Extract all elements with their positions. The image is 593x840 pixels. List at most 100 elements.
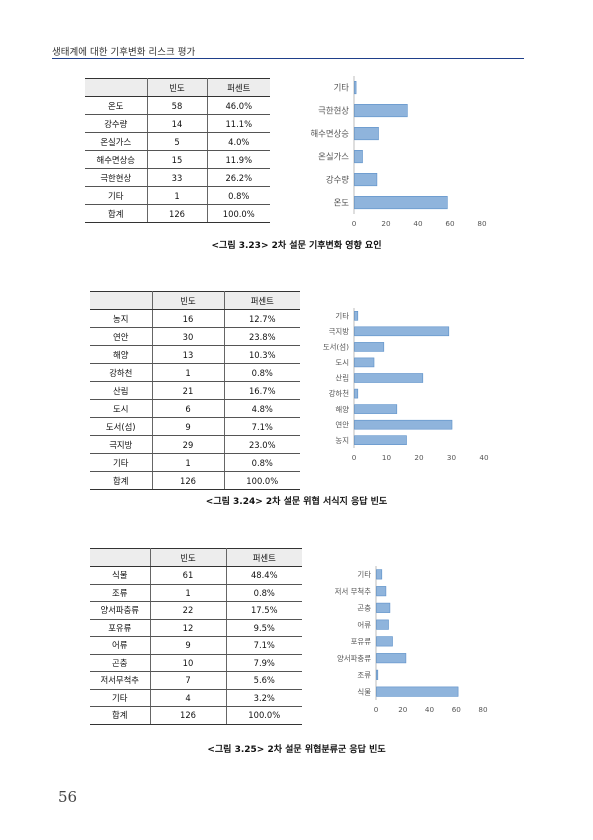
table-row: 도서(섬) 9 7.1%: [90, 417, 300, 436]
row-pct: 46.0%: [207, 96, 270, 115]
row-label: 농지: [90, 309, 153, 328]
bar: [354, 150, 363, 164]
category-label: 식물: [357, 687, 371, 696]
row-pct: 11.9%: [207, 150, 270, 169]
category-label: 온실가스: [318, 152, 349, 162]
row-pct: 9.5%: [226, 619, 302, 637]
table-header-row: 빈도 퍼센트: [90, 548, 302, 567]
table-row: 곤충 10 7.9%: [90, 654, 302, 672]
category-label: 포유류: [351, 637, 372, 646]
row-pct: 0.8%: [226, 584, 302, 602]
tick-label: 0: [374, 705, 379, 714]
bar: [376, 686, 459, 697]
table-row: 기타 1 0.8%: [90, 453, 300, 472]
row-label: 해양: [90, 345, 153, 364]
row-label: 기타: [85, 186, 148, 205]
table-row: 해수면상승 15 11.9%: [85, 150, 270, 169]
row-label: 연안: [90, 327, 153, 346]
table-threatened-habitats: 빈도 퍼센트 농지 16 12.7% 연안 30 23.8% 해양 13 10.3% 강하천 1 0.8%…: [90, 291, 300, 490]
header-freq: 빈도: [147, 78, 208, 97]
row-freq: 6: [152, 399, 225, 418]
bar: [376, 602, 391, 613]
table-row: 도시 6 4.8%: [90, 399, 300, 418]
bar: [354, 103, 408, 118]
row-freq: 21: [152, 381, 225, 400]
row-pct: 5.6%: [226, 671, 302, 690]
table-total-row: 합계 126 100.0%: [90, 471, 300, 490]
header-pct: 퍼센트: [207, 78, 270, 97]
tick-label: 30: [447, 453, 457, 462]
row-freq: 4: [150, 689, 227, 707]
row-freq: 9: [152, 417, 225, 436]
header-blank-cell: [85, 78, 148, 97]
chart-climate-factors: 온도 강수량 온실가스 해수면상승 극한현상 기타 0 20 40 60 80: [310, 76, 487, 228]
table-row: 극한현상 33 26.2%: [85, 168, 270, 187]
tick-label: 10: [382, 453, 392, 462]
row-freq: 15: [147, 150, 208, 169]
row-pct: 12.7%: [224, 309, 300, 328]
row-freq: 1: [150, 584, 227, 602]
row-freq: 126: [150, 706, 227, 725]
row-freq: 13: [152, 345, 225, 364]
row-freq: 14: [147, 114, 208, 133]
table-header-row: 빈도 퍼센트: [90, 291, 300, 310]
table-row: 저서무척추 7 5.6%: [90, 671, 302, 690]
header-blank-cell: [90, 548, 151, 567]
row-label: 기타: [90, 689, 151, 707]
tick-label: 40: [413, 219, 423, 228]
category-label: 해양: [335, 405, 349, 414]
bar: [376, 619, 389, 630]
row-freq: 12: [150, 619, 227, 637]
row-pct: 23.0%: [224, 435, 300, 454]
header-freq: 빈도: [152, 291, 225, 310]
row-pct: 10.3%: [224, 345, 300, 364]
table-row: 온실가스 5 4.0%: [85, 132, 270, 151]
row-freq: 1: [152, 363, 225, 382]
tick-label: 80: [477, 219, 487, 228]
chart-threatened-habitats: 농지 연안 해양 강하천 산림 도시 도서(섬) 극지방 기타 0 10 20 30 40: [323, 308, 489, 462]
row-label: 조류: [90, 584, 151, 602]
tick-label: 20: [398, 705, 408, 714]
table-row: 농지 16 12.7%: [90, 309, 300, 328]
bar: [376, 586, 387, 597]
tick-label: 80: [478, 705, 488, 714]
category-label: 극한현상: [318, 106, 349, 116]
table-row: 어류 9 7.1%: [90, 636, 302, 655]
header-freq: 빈도: [150, 548, 227, 567]
row-pct: 3.2%: [226, 689, 302, 707]
row-label: 포유류: [90, 619, 151, 637]
row-label: 강하천: [90, 363, 153, 382]
row-freq: 33: [147, 168, 208, 187]
row-pct: 7.1%: [226, 636, 302, 655]
bar: [354, 388, 359, 399]
table-row: 기타 4 3.2%: [90, 689, 302, 707]
row-pct: 4.0%: [207, 132, 270, 151]
table-climate-factors: 빈도 퍼센트 온도 58 46.0% 강수량 14 11.1% 온실가스 5 4.0% 해수면상승 15…: [85, 78, 270, 223]
tick-label: 60: [452, 705, 462, 714]
table-row: 기타 1 0.8%: [85, 186, 270, 205]
row-pct: 100.0%: [224, 471, 300, 490]
category-label: 강하천: [329, 389, 350, 398]
category-label: 어류: [357, 620, 371, 629]
category-label: 연안: [335, 420, 349, 429]
table-row: 식물 61 48.4%: [90, 566, 302, 585]
row-freq: 58: [147, 96, 208, 115]
row-freq: 29: [152, 435, 225, 454]
category-label: 도시: [335, 358, 349, 367]
bar: [354, 310, 359, 321]
category-label: 도서(섬): [323, 343, 349, 352]
chart-threatened-taxa: 식물 조류 양서파충류 포유류 어류 곤충 저서 무척추 기타 0 20 40 60 80: [335, 566, 488, 714]
bar: [354, 326, 450, 337]
category-label: 기타: [334, 83, 350, 93]
row-freq: 126: [147, 204, 208, 223]
row-freq: 61: [150, 566, 227, 585]
header-blank-cell: [90, 291, 153, 310]
row-label: 산림: [90, 381, 153, 400]
row-pct: 0.8%: [224, 453, 300, 472]
tick-label: 60: [445, 219, 455, 228]
row-pct: 48.4%: [226, 566, 302, 585]
row-freq: 1: [147, 186, 208, 205]
row-pct: 100.0%: [207, 204, 270, 223]
row-freq: 7: [150, 671, 227, 690]
row-freq: 16: [152, 309, 225, 328]
